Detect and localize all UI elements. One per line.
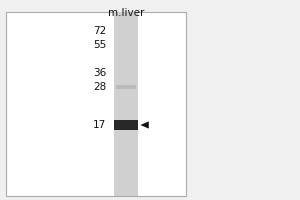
FancyBboxPatch shape xyxy=(114,12,138,196)
Text: 55: 55 xyxy=(93,40,106,50)
FancyBboxPatch shape xyxy=(114,120,138,130)
FancyBboxPatch shape xyxy=(6,12,186,196)
Text: 17: 17 xyxy=(93,120,106,130)
Text: 72: 72 xyxy=(93,26,106,36)
FancyBboxPatch shape xyxy=(116,85,136,89)
Text: m.liver: m.liver xyxy=(108,8,144,18)
Text: 36: 36 xyxy=(93,68,106,78)
Polygon shape xyxy=(140,121,149,129)
Text: 28: 28 xyxy=(93,82,106,92)
